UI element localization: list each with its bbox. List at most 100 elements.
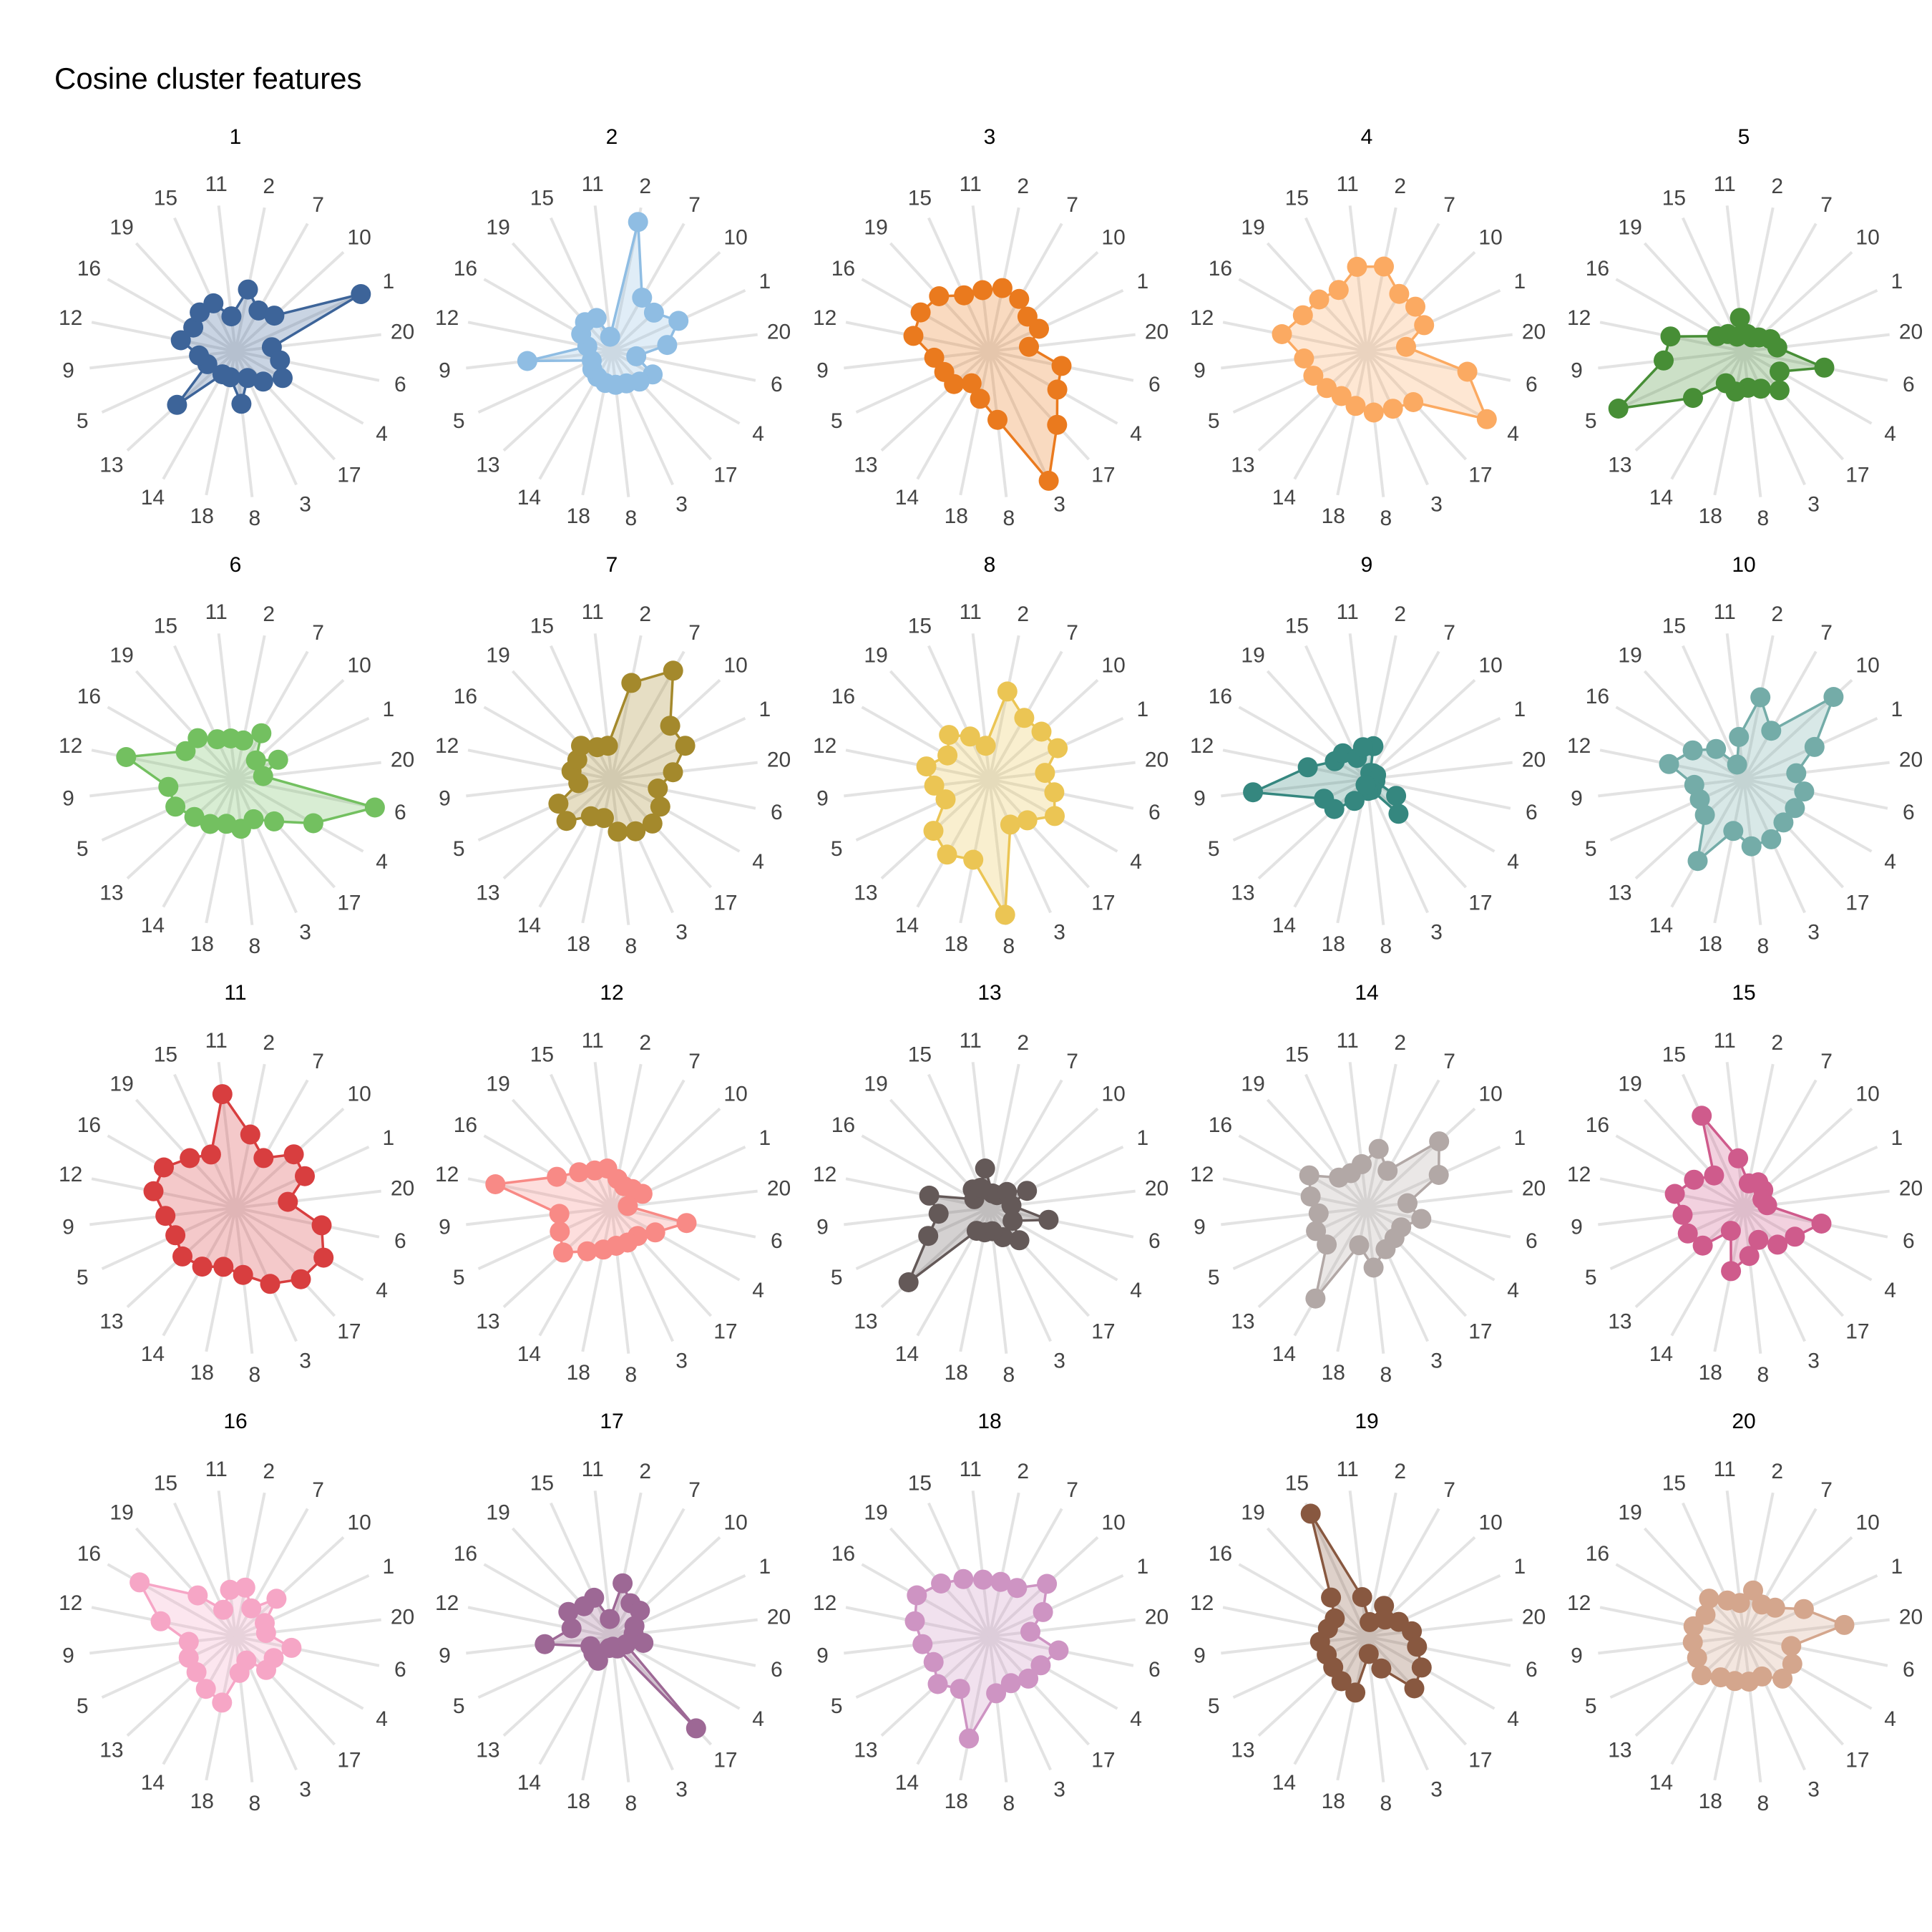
axis-label: 11	[1337, 600, 1359, 624]
axis-label: 14	[517, 1342, 541, 1366]
radar-panel-2: 2 2 7 10 1 20 6 4 17 3 8 18 14 13 5 9 12 16 19 15 11	[435, 125, 791, 530]
data-point	[548, 794, 569, 814]
axis-label: 7	[312, 1478, 324, 1502]
axis-label: 14	[517, 486, 541, 509]
axis-label: 12	[59, 306, 82, 330]
data-point	[1659, 753, 1679, 774]
axis-label: 3	[1430, 1349, 1443, 1372]
spoke-line	[988, 1635, 1091, 1746]
radar-panel-10: 10 2 7 10 1 20 6 4 17 3 8 18 14 13 5 9 12 16 19 15 11	[1567, 553, 1923, 958]
spoke-line	[1743, 1618, 1890, 1638]
axis-label: 8	[248, 1792, 260, 1815]
spoke-line	[1222, 1177, 1367, 1209]
axis-label: 10	[347, 226, 371, 250]
axis-label: 17	[713, 1749, 737, 1772]
spoke-line	[235, 350, 380, 382]
axis-label: 2	[1771, 1031, 1783, 1055]
axis-label: 7	[1443, 621, 1455, 645]
data-point	[1000, 1673, 1021, 1694]
data-point	[1720, 1221, 1741, 1241]
data-point	[1396, 336, 1416, 357]
axis-label: 2	[1394, 175, 1406, 198]
data-point	[668, 311, 689, 331]
spoke-line	[511, 1527, 613, 1638]
data-point	[961, 373, 982, 394]
data-point	[625, 821, 646, 841]
axis-label: 1	[382, 1126, 394, 1150]
axis-label: 10	[723, 1083, 747, 1106]
data-point	[1031, 721, 1052, 742]
axis-label: 17	[1468, 464, 1492, 487]
axis-label: 20	[1899, 321, 1923, 344]
spoke-line	[1634, 778, 1745, 880]
axis-label: 17	[337, 464, 361, 487]
axis-label: 10	[1855, 1083, 1879, 1106]
spoke-line	[861, 1563, 990, 1638]
data-point	[990, 1571, 1011, 1592]
axis-label: 12	[813, 734, 836, 758]
data-point	[1741, 836, 1762, 857]
axis-label: 7	[1443, 193, 1455, 217]
spoke-line	[173, 645, 237, 780]
data-point	[175, 741, 196, 761]
data-point	[1358, 1644, 1379, 1664]
radar-panel-11: 11 2 7 10 1 20 6 4 17 3 8 18 14 13 5 9 12 16 19 15 11	[59, 981, 414, 1387]
data-point	[203, 293, 224, 313]
axis-label: 17	[337, 1749, 361, 1772]
data-point	[1761, 721, 1782, 741]
axis-label: 17	[713, 892, 737, 915]
spoke-line	[959, 1636, 991, 1781]
spoke-line	[989, 1635, 1118, 1710]
axis-label: 19	[1241, 215, 1264, 239]
data-point	[158, 776, 179, 797]
spoke-line	[1742, 1508, 1818, 1637]
data-point	[1347, 256, 1367, 277]
spoke-line	[1366, 1635, 1511, 1667]
data-point	[1411, 1657, 1432, 1678]
data-point	[992, 278, 1013, 298]
axis-label: 9	[439, 1215, 451, 1239]
axis-label: 1	[1136, 1555, 1148, 1579]
data-point	[1782, 1654, 1802, 1674]
axis-label: 1	[1890, 1126, 1903, 1150]
spoke-line	[1221, 1206, 1367, 1226]
axis-label: 13	[1608, 1309, 1631, 1333]
data-point	[1405, 296, 1425, 317]
spoke-line	[971, 205, 991, 352]
data-point	[1308, 1203, 1329, 1224]
axis-label: 15	[154, 1043, 177, 1067]
axis-label: 8	[625, 1792, 637, 1815]
spoke-line	[1365, 351, 1429, 486]
axis-label: 17	[1845, 1749, 1869, 1772]
axis-label: 16	[454, 1542, 477, 1566]
axis-label: 10	[347, 1083, 371, 1106]
axis-label: 8	[1380, 1363, 1392, 1387]
axis-label: 20	[1522, 321, 1546, 344]
axis-label: 20	[1145, 748, 1169, 772]
spoke-line	[1366, 289, 1501, 353]
data-point	[660, 716, 680, 736]
axis-label: 15	[1285, 615, 1309, 638]
axis-label: 7	[1820, 193, 1833, 217]
axis-label: 19	[1241, 643, 1264, 667]
spoke-line	[1232, 1206, 1367, 1270]
data-point	[928, 1204, 949, 1224]
axis-label: 10	[1101, 1083, 1125, 1106]
axis-label: 19	[864, 1501, 887, 1524]
axis-label: 14	[895, 1771, 919, 1795]
spoke-line	[610, 350, 713, 461]
panel-title: 8	[984, 553, 996, 577]
data-point	[238, 368, 258, 389]
axis-label: 12	[59, 1591, 82, 1615]
radar-panel-18: 18 2 7 10 1 20 6 4 17 3 8 18 14 13 5 9 12 16 19 15 11	[813, 1410, 1169, 1815]
data-point	[235, 1577, 255, 1598]
spoke-line	[1670, 779, 1745, 908]
axis-label: 8	[1757, 1363, 1769, 1387]
data-point	[212, 1084, 233, 1105]
data-point	[645, 1222, 665, 1243]
axis-label: 7	[1443, 1050, 1455, 1073]
data-point	[1710, 1667, 1731, 1688]
panel-title: 2	[606, 125, 618, 149]
spoke-line	[1348, 205, 1368, 352]
data-point	[618, 1196, 638, 1216]
